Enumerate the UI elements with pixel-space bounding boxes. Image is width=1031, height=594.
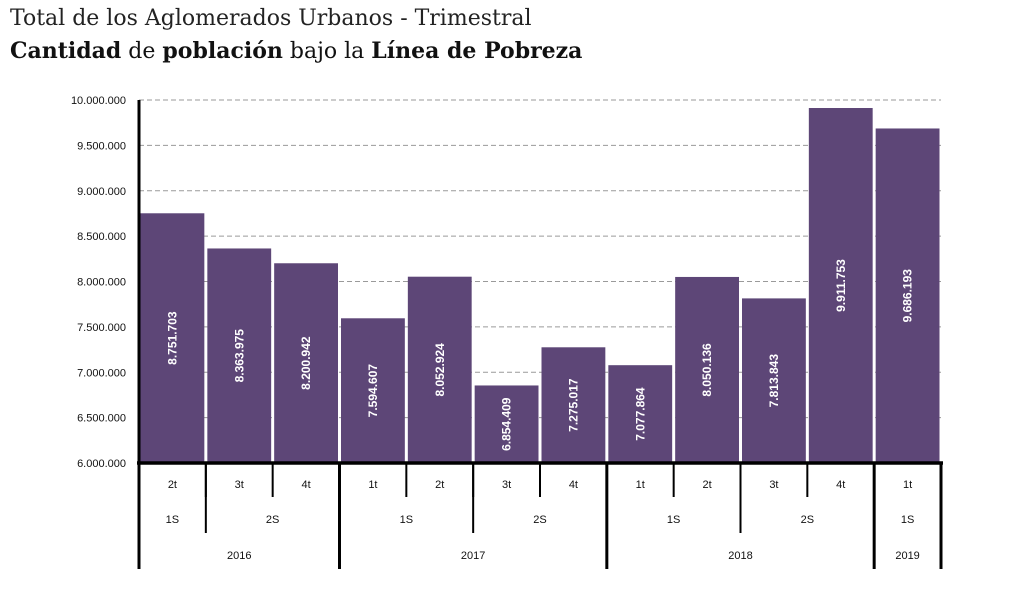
bar [608, 365, 673, 463]
semester-label: 2S [533, 514, 546, 526]
subtitle-part-4: bajo la [282, 39, 372, 64]
bar-value-label: 6.854.409 [500, 397, 514, 451]
semester-label: 2S [801, 514, 814, 526]
y-tick-label: 7.000.000 [77, 367, 126, 379]
y-tick-label: 7.500.000 [77, 322, 126, 334]
bar [207, 248, 272, 463]
x-tick-label: 2t [702, 479, 711, 491]
year-label: 2019 [895, 550, 919, 562]
x-tick-label: 1t [636, 479, 645, 491]
chart-title: Total de los Aglomerados Urbanos - Trime… [10, 6, 532, 31]
bar-value-label: 8.751.703 [165, 311, 179, 365]
y-tick-label: 9.500.000 [77, 140, 126, 152]
y-tick-label: 8.500.000 [77, 231, 126, 243]
x-tick-label: 3t [769, 479, 778, 491]
bar [140, 213, 205, 463]
x-tick-label: 4t [569, 479, 578, 491]
year-label: 2018 [728, 550, 752, 562]
bar-value-label: 9.686.193 [901, 269, 915, 323]
subtitle-part-2: de [121, 39, 163, 64]
bar [474, 385, 539, 463]
bar [274, 263, 338, 463]
year-label: 2016 [227, 550, 251, 562]
subtitle-part-3: población [162, 38, 283, 64]
x-tick-label: 1t [903, 479, 912, 491]
x-tick-label: 3t [235, 479, 244, 491]
bar-value-label: 9.911.753 [834, 259, 848, 312]
bar-value-label: 7.275.017 [566, 378, 580, 432]
bar [675, 276, 739, 463]
year-label: 2017 [461, 550, 485, 562]
x-tick-label: 4t [301, 479, 310, 491]
x-tick-label: 2t [168, 479, 177, 491]
bar-value-label: 7.594.607 [366, 364, 380, 418]
subtitle-part-1: Cantidad [10, 38, 122, 64]
y-tick-label: 9.000.000 [77, 186, 126, 198]
bar [407, 276, 472, 463]
x-tick-label: 4t [836, 479, 845, 491]
bar-value-label: 8.363.975 [232, 329, 246, 383]
y-tick-label: 8.000.000 [77, 277, 126, 289]
subtitle-part-5: Línea de Pobreza [371, 38, 583, 64]
bar [808, 108, 873, 463]
semester-label: 1S [166, 514, 179, 526]
bar-value-label: 8.200.942 [299, 336, 313, 390]
semester-label: 2S [266, 514, 279, 526]
bar [341, 318, 405, 463]
bar [541, 347, 606, 463]
semester-label: 1S [901, 514, 914, 526]
y-tick-label: 10.000.000 [71, 95, 126, 107]
semester-label: 1S [400, 514, 413, 526]
bar-value-label: 8.052.924 [433, 343, 447, 397]
y-tick-label: 6.500.000 [77, 413, 126, 425]
y-tick-label: 6.000.000 [77, 458, 126, 470]
x-tick-label: 1t [368, 479, 377, 491]
bar [875, 128, 940, 464]
bar-value-label: 7.813.843 [767, 354, 781, 408]
semester-label: 1S [667, 514, 680, 526]
bar [742, 298, 806, 463]
x-tick-label: 3t [502, 479, 511, 491]
bar-value-label: 7.077.864 [633, 387, 647, 441]
bar-value-label: 8.050.136 [700, 343, 714, 397]
chart-subtitle: Cantidad de población bajo la Línea de P… [10, 38, 582, 64]
x-tick-label: 2t [435, 479, 444, 491]
